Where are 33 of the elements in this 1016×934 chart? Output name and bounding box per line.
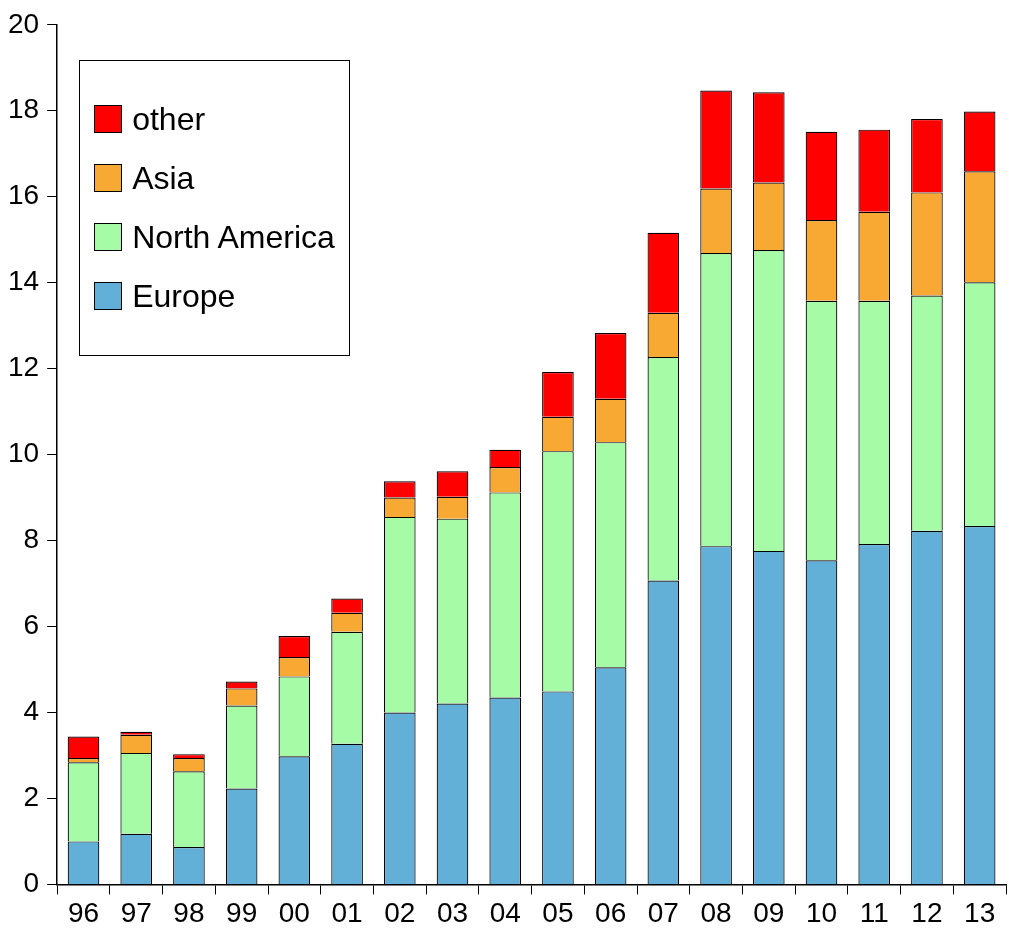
legend-label: Asia (132, 159, 195, 197)
y-tick-label: 0 (23, 867, 40, 899)
legend-label: other (132, 100, 206, 138)
x-tick-label: 09 (753, 896, 785, 928)
x-tick-label: 05 (542, 896, 574, 928)
y-tick-label: 12 (7, 351, 40, 383)
y-tick-label: 14 (7, 265, 40, 297)
x-tick-label: 07 (647, 896, 679, 928)
x-tick-label: 10 (805, 896, 838, 928)
x-tick-label: 01 (331, 896, 363, 928)
x-tick-label: 13 (964, 896, 996, 928)
x-tick-label: 96 (67, 896, 100, 928)
y-tick-label: 4 (23, 695, 40, 727)
x-tick-label: 06 (595, 896, 627, 928)
x-tick-label: 99 (226, 896, 258, 928)
y-tick-label: 2 (23, 781, 40, 813)
x-tick-label: 04 (489, 896, 521, 928)
x-tick-label: 11 (859, 896, 889, 928)
y-tick-label: 10 (7, 437, 40, 469)
legend-label: North America (132, 218, 335, 256)
y-tick-label: 16 (7, 179, 40, 211)
y-tick-label: 18 (7, 93, 40, 125)
y-tick-label: 8 (23, 523, 40, 555)
x-tick-label: 08 (700, 896, 732, 928)
x-tick-label: 00 (278, 896, 310, 928)
x-tick-label: 98 (173, 896, 205, 928)
x-tick-label: 97 (120, 896, 152, 928)
x-tick-label: 12 (911, 896, 943, 928)
y-tick-label: 6 (23, 609, 40, 641)
legend-label: Europe (132, 277, 236, 315)
y-tick-label: 20 (7, 7, 40, 39)
x-tick-label: 02 (384, 896, 416, 928)
x-tick-label: 03 (436, 896, 469, 928)
